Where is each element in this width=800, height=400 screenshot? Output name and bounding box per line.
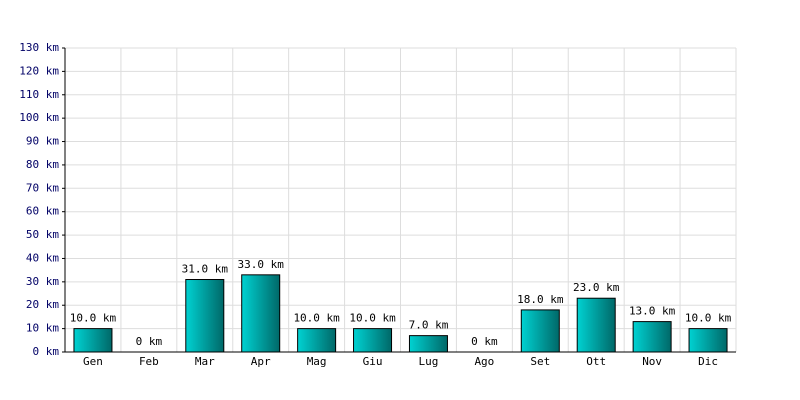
- bar: [632, 321, 672, 353]
- y-tick-label: 130 km: [19, 41, 59, 54]
- x-tick-label: Lug: [419, 355, 439, 368]
- value-label: 10.0 km: [685, 312, 732, 325]
- y-tick-label: 50 km: [26, 228, 59, 241]
- y-tick-label: 40 km: [26, 251, 59, 264]
- value-label: 10.0 km: [70, 312, 117, 325]
- y-tick-label: 30 km: [26, 275, 59, 288]
- bar: [73, 328, 113, 353]
- bar: [520, 309, 560, 353]
- value-label: 18.0 km: [517, 293, 564, 306]
- y-tick-label: 0 km: [33, 345, 60, 358]
- x-tick-label: Dic: [698, 355, 718, 368]
- x-tick-label: Nov: [642, 355, 662, 368]
- y-tick-label: 70 km: [26, 181, 59, 194]
- x-tick-label: Set: [530, 355, 550, 368]
- x-tick-label: Apr: [251, 355, 271, 368]
- value-label: 33.0 km: [238, 258, 285, 271]
- value-label: 0 km: [136, 335, 163, 348]
- x-tick-label: Mag: [307, 355, 327, 368]
- x-tick-label: Mar: [195, 355, 215, 368]
- bar: [297, 328, 337, 353]
- bar: [576, 297, 616, 353]
- bar: [353, 328, 393, 353]
- y-tick-label: 110 km: [19, 88, 59, 101]
- x-tick-label: Ott: [586, 355, 606, 368]
- value-label: 13.0 km: [629, 305, 676, 318]
- x-tick-label: Ago: [474, 355, 494, 368]
- y-tick-label: 90 km: [26, 135, 59, 148]
- y-tick-label: 100 km: [19, 111, 59, 124]
- bar: [241, 274, 281, 353]
- bar: [408, 335, 448, 353]
- x-tick-label: Feb: [139, 355, 159, 368]
- value-label: 10.0 km: [293, 312, 340, 325]
- value-label: 31.0 km: [182, 263, 229, 276]
- value-label: 23.0 km: [573, 281, 620, 294]
- bar: [185, 279, 225, 353]
- y-tick-label: 120 km: [19, 64, 59, 77]
- bar: [688, 328, 728, 353]
- x-tick-label: Gen: [83, 355, 103, 368]
- y-tick-label: 20 km: [26, 298, 59, 311]
- y-tick-label: 10 km: [26, 322, 59, 335]
- x-tick-label: Giu: [363, 355, 383, 368]
- y-tick-label: 60 km: [26, 205, 59, 218]
- value-label: 7.0 km: [409, 319, 449, 332]
- value-label: 0 km: [471, 335, 498, 348]
- y-tick-label: 80 km: [26, 158, 59, 171]
- value-label: 10.0 km: [349, 312, 396, 325]
